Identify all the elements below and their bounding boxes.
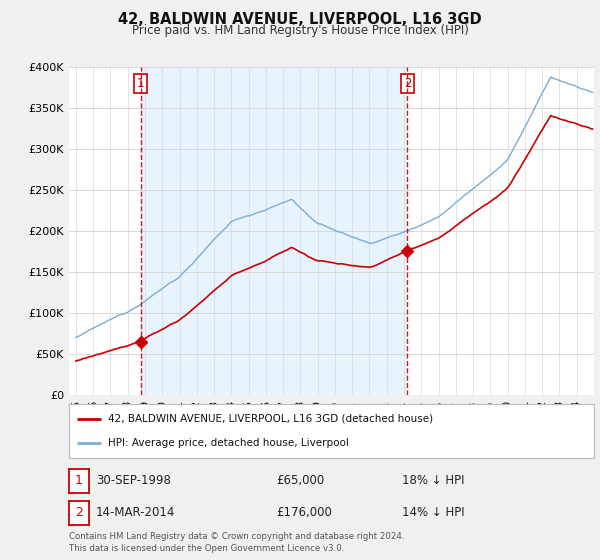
Text: Contains HM Land Registry data © Crown copyright and database right 2024.
This d: Contains HM Land Registry data © Crown c…	[69, 533, 404, 553]
Text: 14-MAR-2014: 14-MAR-2014	[96, 506, 175, 519]
Text: Price paid vs. HM Land Registry's House Price Index (HPI): Price paid vs. HM Land Registry's House …	[131, 24, 469, 37]
Text: £65,000: £65,000	[276, 474, 324, 487]
Text: 30-SEP-1998: 30-SEP-1998	[96, 474, 171, 487]
Text: 18% ↓ HPI: 18% ↓ HPI	[402, 474, 464, 487]
Text: HPI: Average price, detached house, Liverpool: HPI: Average price, detached house, Live…	[109, 438, 349, 448]
Text: 14% ↓ HPI: 14% ↓ HPI	[402, 506, 464, 519]
Text: 42, BALDWIN AVENUE, LIVERPOOL, L16 3GD: 42, BALDWIN AVENUE, LIVERPOOL, L16 3GD	[118, 12, 482, 27]
Text: 1: 1	[75, 474, 83, 487]
Text: 2: 2	[404, 77, 411, 90]
Text: 42, BALDWIN AVENUE, LIVERPOOL, L16 3GD (detached house): 42, BALDWIN AVENUE, LIVERPOOL, L16 3GD (…	[109, 414, 433, 424]
Text: 1: 1	[137, 77, 145, 90]
Text: £176,000: £176,000	[276, 506, 332, 519]
Bar	[140, 67, 407, 395]
Text: 2: 2	[75, 506, 83, 519]
